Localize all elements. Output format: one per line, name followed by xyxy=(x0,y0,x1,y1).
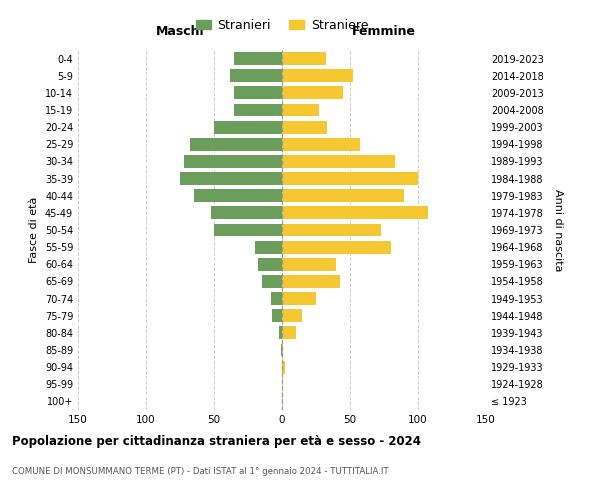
Bar xyxy=(214,224,282,236)
Text: Popolazione per cittadinanza straniera per età e sesso - 2024: Popolazione per cittadinanza straniera p… xyxy=(12,435,421,448)
Bar xyxy=(235,86,282,100)
Bar xyxy=(262,275,282,288)
Bar xyxy=(282,224,381,236)
Bar xyxy=(282,155,395,168)
Bar xyxy=(255,240,282,254)
Bar xyxy=(282,120,327,134)
Bar xyxy=(282,258,337,270)
Bar xyxy=(282,275,340,288)
Text: Femmine: Femmine xyxy=(352,25,416,38)
Bar xyxy=(184,155,282,168)
Bar xyxy=(230,70,282,82)
Bar xyxy=(282,206,428,220)
Bar xyxy=(272,310,282,322)
Bar xyxy=(211,206,282,220)
Text: COMUNE DI MONSUMMANO TERME (PT) - Dati ISTAT al 1° gennaio 2024 - TUTTITALIA.IT: COMUNE DI MONSUMMANO TERME (PT) - Dati I… xyxy=(12,468,389,476)
Bar xyxy=(279,326,282,340)
Bar xyxy=(235,104,282,117)
Bar xyxy=(282,378,283,390)
Bar xyxy=(282,240,391,254)
Bar xyxy=(214,120,282,134)
Y-axis label: Anni di nascita: Anni di nascita xyxy=(553,188,563,271)
Bar xyxy=(282,104,319,117)
Bar xyxy=(282,326,296,340)
Text: Maschi: Maschi xyxy=(155,25,205,38)
Bar xyxy=(271,292,282,305)
Bar xyxy=(282,344,283,356)
Bar xyxy=(282,310,302,322)
Bar xyxy=(282,86,343,100)
Bar xyxy=(282,70,353,82)
Legend: Stranieri, Straniere: Stranieri, Straniere xyxy=(191,14,373,37)
Bar xyxy=(282,52,326,65)
Bar xyxy=(190,138,282,150)
Bar xyxy=(257,258,282,270)
Y-axis label: Fasce di età: Fasce di età xyxy=(29,197,39,263)
Bar xyxy=(282,172,418,185)
Bar xyxy=(180,172,282,185)
Bar xyxy=(281,344,282,356)
Bar xyxy=(282,190,404,202)
Bar xyxy=(282,292,316,305)
Bar xyxy=(282,138,359,150)
Bar xyxy=(282,360,285,374)
Bar xyxy=(194,190,282,202)
Bar xyxy=(235,52,282,65)
